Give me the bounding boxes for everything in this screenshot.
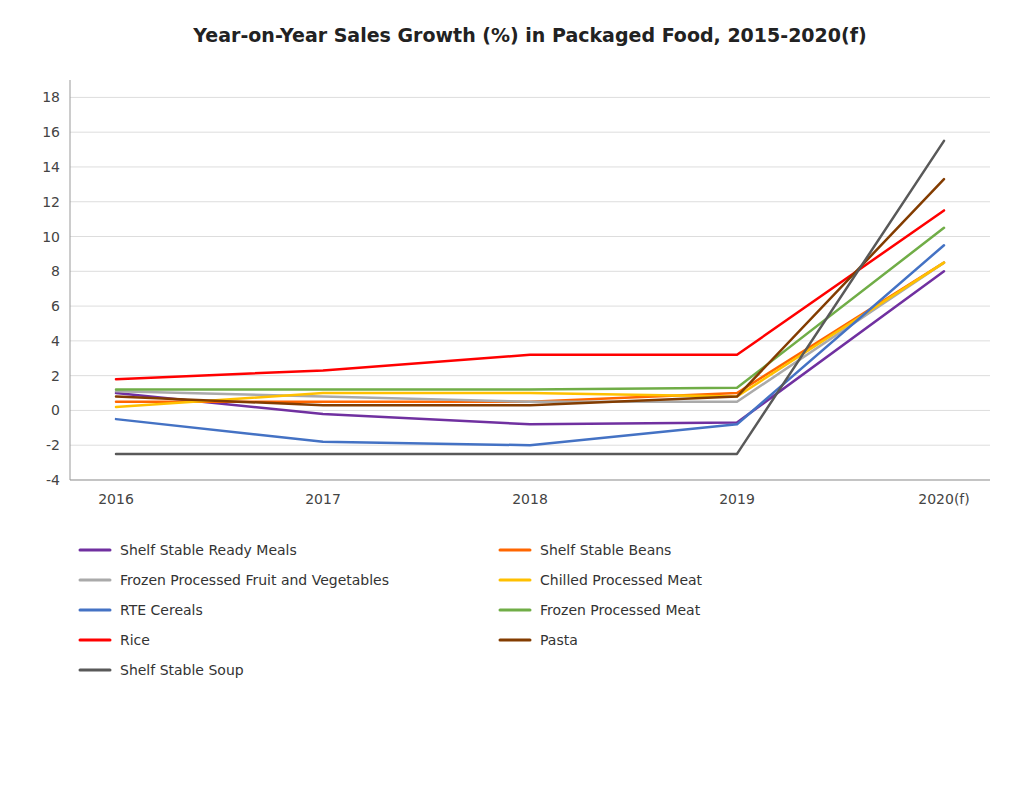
grid-line [70, 132, 990, 133]
series-line [116, 141, 944, 454]
y-axis: -4 -2 0 2 4 6 8 10 12 14 16 18 [42, 89, 60, 488]
y-tick-label: -2 [46, 437, 60, 453]
legend-swatch [500, 579, 530, 582]
y-tick-label: 6 [51, 298, 60, 314]
x-axis-line [70, 480, 990, 481]
series-line [116, 263, 944, 407]
legend-label: RTE Cereals [120, 602, 203, 618]
grid-line [70, 271, 990, 272]
grid-line [70, 201, 990, 202]
x-tick-label: 2019 [719, 491, 755, 507]
chart-title: Year-on-Year Sales Growth (%) in Package… [192, 24, 866, 46]
y-tick-label: 14 [42, 159, 60, 175]
y-tick-label: 2 [51, 368, 60, 384]
grid [70, 97, 990, 480]
x-tick-label: 2017 [305, 491, 341, 507]
grid-line [70, 340, 990, 341]
legend-swatch [500, 639, 530, 642]
y-tick-label: 18 [42, 89, 60, 105]
legend-label: Shelf Stable Beans [540, 542, 671, 558]
legend-label: Pasta [540, 632, 578, 648]
legend-swatch [500, 609, 530, 612]
series-line [116, 263, 944, 402]
legend-label: Chilled Processed Meat [540, 572, 703, 588]
series-line [116, 245, 944, 445]
legend-swatch [80, 669, 110, 672]
legend-label: Rice [120, 632, 150, 648]
x-tick-label: 2018 [512, 491, 548, 507]
x-tick-label: 2020(f) [918, 491, 969, 507]
y-tick-label: 0 [51, 402, 60, 418]
legend-swatch [80, 609, 110, 612]
legend-swatch [80, 579, 110, 582]
grid-line [70, 166, 990, 167]
y-tick-label: 8 [51, 263, 60, 279]
series-line [116, 210, 944, 379]
chart-svg: Year-on-Year Sales Growth (%) in Package… [0, 0, 1024, 791]
y-tick-label: 12 [42, 194, 60, 210]
legend-label: Frozen Processed Fruit and Vegetables [120, 572, 389, 588]
lines [116, 141, 944, 454]
legend-label: Frozen Processed Meat [540, 602, 701, 618]
series-line [116, 263, 944, 402]
grid-line [70, 97, 990, 98]
y-tick-label: 16 [42, 124, 60, 140]
legend-label: Shelf Stable Soup [120, 662, 244, 678]
grid-line [70, 480, 990, 481]
x-tick-label: 2016 [98, 491, 134, 507]
series-line [116, 179, 944, 405]
legend: Shelf Stable Ready Meals Shelf Stable Bea… [80, 542, 703, 678]
legend-swatch [80, 549, 110, 552]
grid-line [70, 306, 990, 307]
grid-line [70, 236, 990, 237]
legend-label: Shelf Stable Ready Meals [120, 542, 297, 558]
y-tick-label: -4 [46, 472, 60, 488]
y-axis-line [70, 80, 71, 480]
legend-swatch [500, 549, 530, 552]
legend-swatch [80, 639, 110, 642]
y-tick-label: 10 [42, 229, 60, 245]
y-tick-label: 4 [51, 333, 60, 349]
grid-line [70, 410, 990, 411]
chart-container: Year-on-Year Sales Growth (%) in Package… [0, 0, 1024, 791]
x-axis: 2016 2017 2018 2019 2020(f) [98, 491, 970, 507]
